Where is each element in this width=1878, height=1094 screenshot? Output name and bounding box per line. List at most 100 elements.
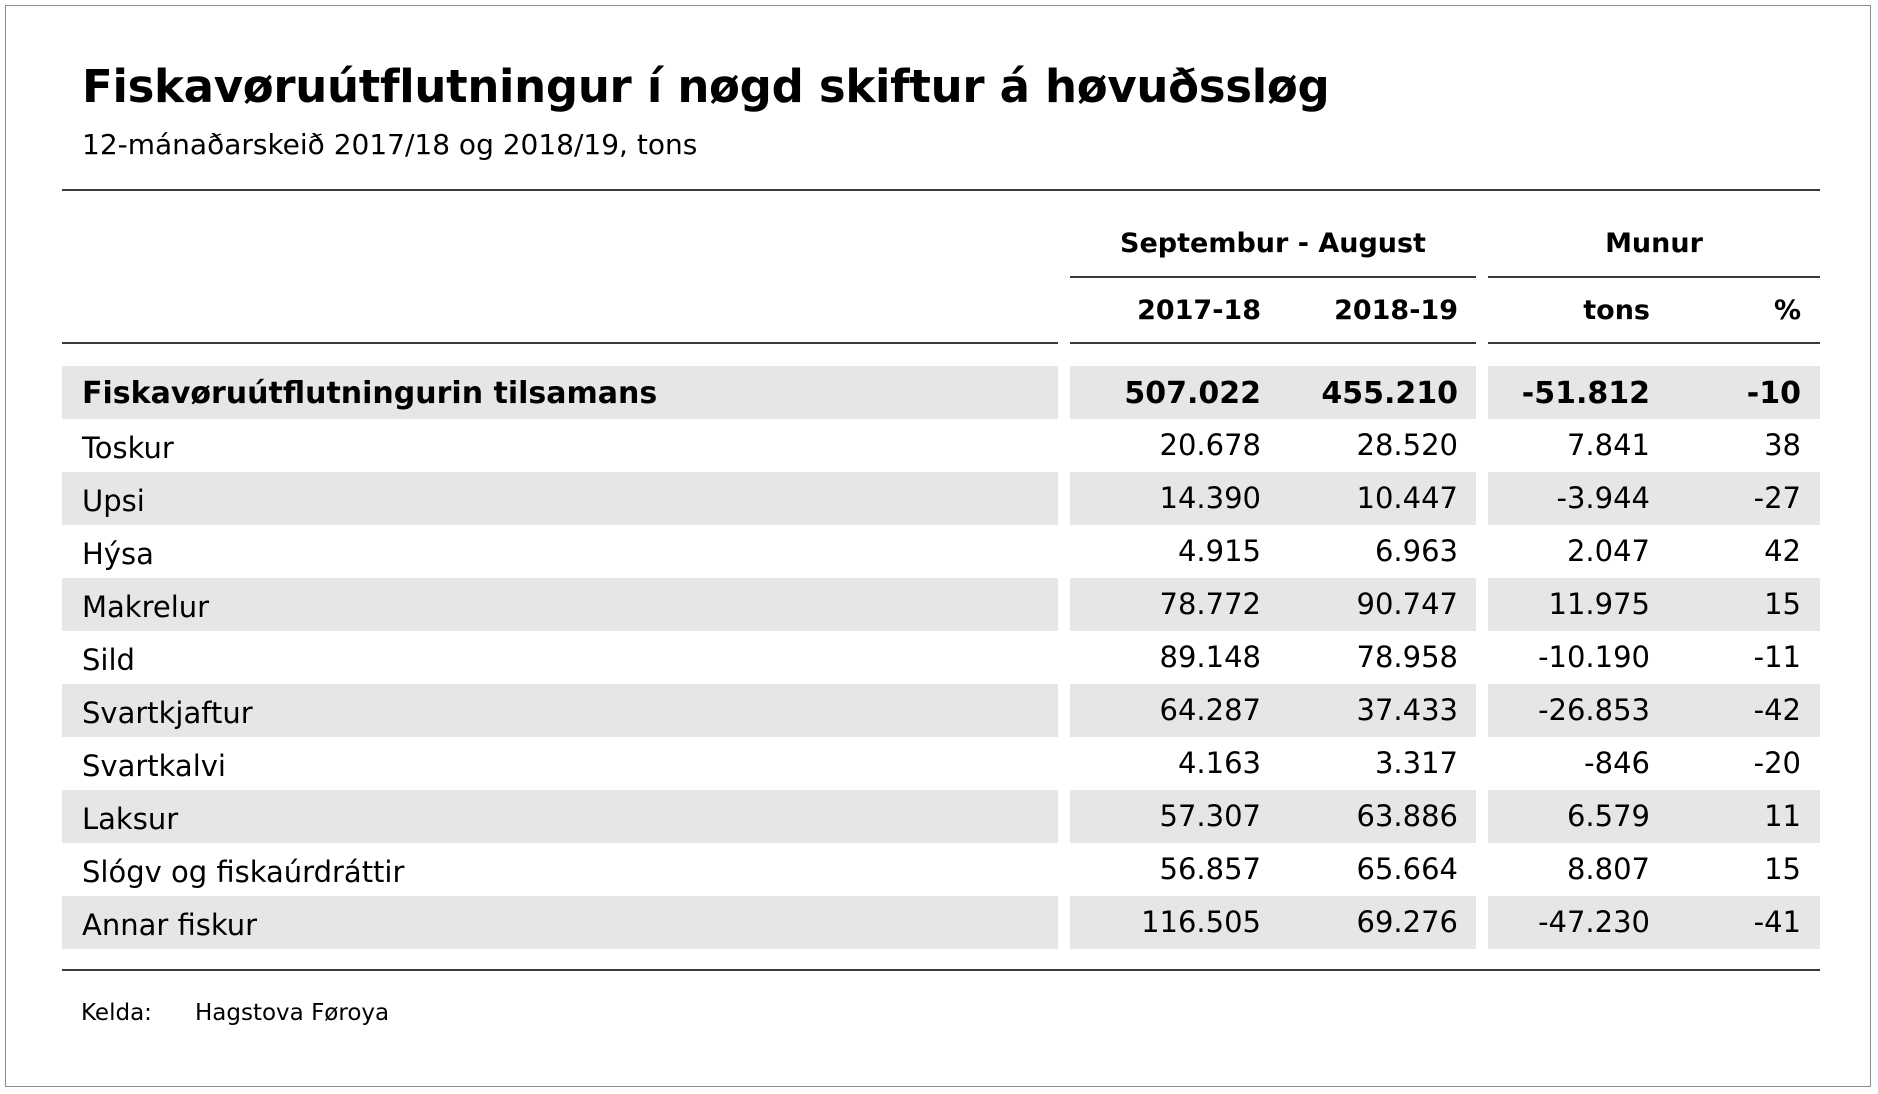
value-diff-pct: -11 <box>1753 640 1801 674</box>
value-diff-tons: -3.944 <box>1556 481 1651 515</box>
row-shading <box>1070 684 1476 737</box>
table-row: Slógv og fiskaúrdráttir 56.857 65.664 8.807… <box>62 843 1820 896</box>
table-row: Laksur 57.307 63.886 6.579 11 <box>62 790 1820 843</box>
value-diff-tons: 7.841 <box>1566 428 1650 462</box>
table-row: Svartkjaftur 64.287 37.433 -26.853 -42 <box>62 684 1820 737</box>
value-2018-19: 28.520 <box>1356 428 1458 462</box>
header-col-pct: % <box>1773 295 1801 326</box>
value-diff-tons: 11.975 <box>1548 587 1650 621</box>
row-label: Upsi <box>82 484 145 518</box>
value-2017-18: 4.163 <box>1177 746 1261 780</box>
row-label: Makrelur <box>82 590 210 624</box>
table-frame <box>5 5 1871 1087</box>
table-title: Fiskavøruútflutningur í nøgd skiftur á h… <box>82 60 1330 113</box>
value-diff-tons: -47.230 <box>1538 905 1650 939</box>
diff-group-rule <box>1488 276 1820 278</box>
table-row-total: Fiskavøruútflutningurin tilsamans 507.022… <box>62 366 1820 419</box>
value-diff-pct: -27 <box>1753 481 1801 515</box>
header-period-group: Septembur - August <box>1120 228 1426 259</box>
table-row: Makrelur 78.772 90.747 11.975 15 <box>62 578 1820 631</box>
value-diff-pct: 38 <box>1764 428 1801 462</box>
value-2017-18: 57.307 <box>1159 799 1261 833</box>
value-2018-19: 78.958 <box>1356 640 1458 674</box>
value-2018-19: 6.963 <box>1374 534 1458 568</box>
row-shading <box>62 790 1058 843</box>
value-diff-tons: 2.047 <box>1566 534 1650 568</box>
value-diff-pct: 11 <box>1764 799 1801 833</box>
value-2017-18: 56.857 <box>1159 852 1261 886</box>
period-group-rule <box>1070 276 1476 278</box>
row-label: Sild <box>82 643 135 677</box>
value-2017-18: 64.287 <box>1159 693 1261 727</box>
top-rule <box>62 189 1820 191</box>
value-2018-19: 65.664 <box>1356 852 1458 886</box>
value-2018-19: 69.276 <box>1356 905 1458 939</box>
row-shading <box>62 472 1058 525</box>
row-shading <box>62 896 1058 949</box>
row-label: Svartkjaftur <box>82 696 253 730</box>
value-2017-18: 116.505 <box>1141 905 1261 939</box>
value-2018-19: 37.433 <box>1356 693 1458 727</box>
value-2017-18: 20.678 <box>1159 428 1261 462</box>
row-label: Laksur <box>82 802 179 836</box>
value-diff-tons: -10.190 <box>1538 640 1650 674</box>
row-label: Toskur <box>82 431 174 465</box>
label-header-rule <box>62 342 1058 344</box>
row-shading <box>1488 684 1820 737</box>
value-diff-pct: 15 <box>1764 587 1801 621</box>
value-diff-pct: -10 <box>1746 376 1801 411</box>
value-2017-18: 89.148 <box>1159 640 1261 674</box>
value-diff-pct: 42 <box>1764 534 1801 568</box>
value-diff-tons: -26.853 <box>1538 693 1650 727</box>
value-diff-pct: 15 <box>1764 852 1801 886</box>
source-value: Hagstova Føroya <box>195 1000 390 1026</box>
value-diff-pct: -41 <box>1753 905 1801 939</box>
row-shading <box>1488 896 1820 949</box>
row-shading <box>1070 366 1476 419</box>
bottom-rule <box>62 969 1820 971</box>
row-shading <box>1070 472 1476 525</box>
value-2018-19: 90.747 <box>1356 587 1458 621</box>
header-diff-group: Munur <box>1605 228 1703 259</box>
table-subtitle: 12-mánaðarskeið 2017/18 og 2018/19, tons <box>82 128 698 161</box>
row-label: Hýsa <box>82 537 154 571</box>
value-diff-tons: -846 <box>1584 746 1650 780</box>
value-diff-pct: -20 <box>1753 746 1801 780</box>
source-label: Kelda: <box>81 1000 152 1026</box>
value-diff-tons: 8.807 <box>1566 852 1650 886</box>
value-2018-19: 3.317 <box>1374 746 1458 780</box>
row-shading <box>62 366 1058 419</box>
table-row: Hýsa 4.915 6.963 2.047 42 <box>62 525 1820 578</box>
header-col-2017-18: 2017-18 <box>1137 295 1261 326</box>
row-shading <box>62 684 1058 737</box>
row-shading <box>1488 366 1820 419</box>
row-label: Slógv og fiskaúrdráttir <box>82 855 405 889</box>
value-2018-19: 455.210 <box>1321 376 1458 411</box>
table-row: Toskur 20.678 28.520 7.841 38 <box>62 419 1820 472</box>
row-shading <box>1488 472 1820 525</box>
table-row: Sild 89.148 78.958 -10.190 -11 <box>62 631 1820 684</box>
row-label: Annar fiskur <box>82 908 258 942</box>
row-label: Svartkalvi <box>82 749 226 783</box>
value-2017-18: 4.915 <box>1177 534 1261 568</box>
row-shading <box>1070 578 1476 631</box>
value-2017-18: 14.390 <box>1159 481 1261 515</box>
diff-header-rule <box>1488 342 1820 344</box>
row-shading <box>1070 896 1476 949</box>
value-2017-18: 507.022 <box>1124 376 1261 411</box>
header-col-tons: tons <box>1583 295 1650 326</box>
value-2018-19: 63.886 <box>1356 799 1458 833</box>
row-shading <box>62 578 1058 631</box>
row-shading <box>1070 790 1476 843</box>
table-row: Annar fiskur 116.505 69.276 -47.230 -41 <box>62 896 1820 949</box>
value-diff-tons: -51.812 <box>1521 376 1650 411</box>
table-row: Upsi 14.390 10.447 -3.944 -27 <box>62 472 1820 525</box>
value-diff-tons: 6.579 <box>1566 799 1650 833</box>
table-row: Svartkalvi 4.163 3.317 -846 -20 <box>62 737 1820 790</box>
header-col-2018-19: 2018-19 <box>1334 295 1458 326</box>
period-header-rule <box>1070 342 1476 344</box>
value-2017-18: 78.772 <box>1159 587 1261 621</box>
row-label: Fiskavøruútflutningurin tilsamans <box>82 376 658 411</box>
value-2018-19: 10.447 <box>1356 481 1458 515</box>
value-diff-pct: -42 <box>1753 693 1801 727</box>
